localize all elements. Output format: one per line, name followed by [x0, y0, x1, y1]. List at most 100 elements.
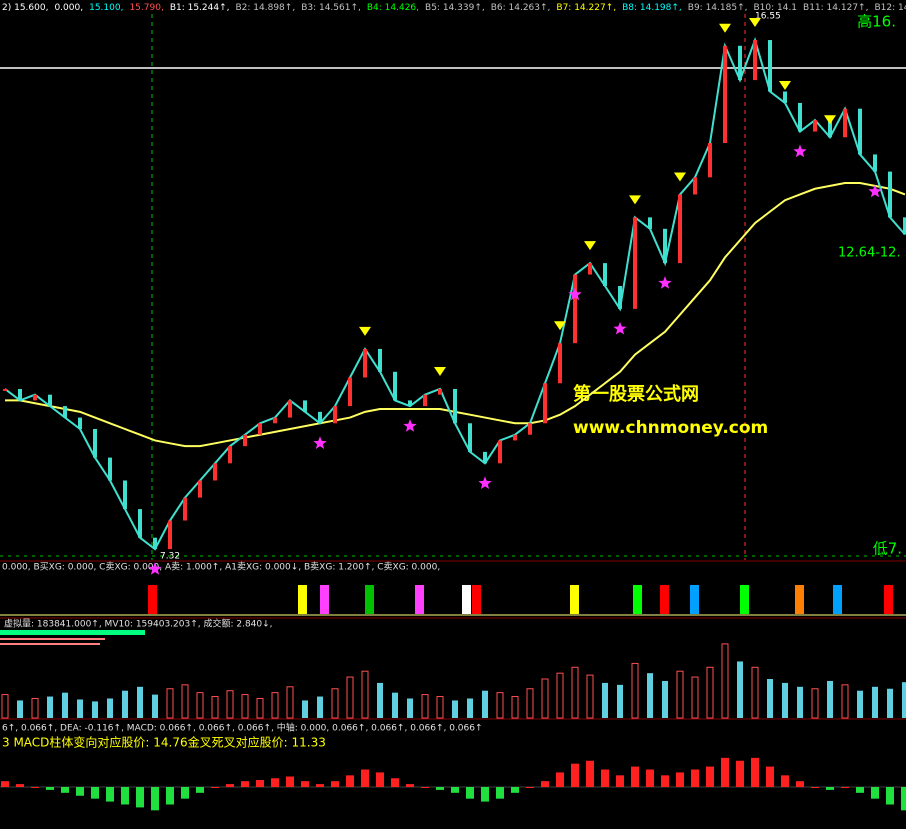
macd-bar	[601, 769, 609, 787]
volume-bar	[902, 682, 906, 718]
candle	[153, 537, 157, 550]
volume-bar	[317, 696, 323, 718]
macd-bar	[121, 787, 129, 805]
candle	[123, 480, 127, 510]
candle	[228, 446, 232, 464]
candle	[363, 348, 367, 378]
macd-bar	[436, 787, 444, 790]
buy-marker	[568, 287, 582, 301]
header-item: B5: 14.339↑,	[425, 3, 485, 13]
header: 2) 15.600, 0.000, 15.100, 15.790, B1: 15.244…	[2, 3, 906, 13]
candle	[708, 143, 712, 178]
header-item: B4: 14.426,	[367, 3, 419, 13]
macd-bar	[256, 780, 264, 787]
signal-bar	[365, 585, 374, 614]
candle	[168, 520, 172, 550]
macd-bar	[811, 787, 819, 788]
candle	[498, 440, 502, 464]
candle	[378, 348, 382, 372]
macd-bar	[841, 787, 849, 788]
volume-bar	[211, 696, 219, 719]
candle	[888, 171, 892, 218]
buy-marker	[793, 144, 807, 158]
macd-bar	[541, 781, 549, 787]
volume-bar	[691, 676, 699, 719]
buy-marker	[658, 276, 672, 289]
macd-bar	[706, 766, 714, 787]
header-item: B11: 14.127↑,	[803, 3, 868, 13]
indicator-bar	[0, 643, 100, 645]
volume-bar	[47, 696, 53, 718]
signal-bar	[633, 585, 642, 614]
macd-bar	[241, 781, 249, 787]
volume-bar	[617, 684, 623, 718]
header-item: B12: 14.082↑	[874, 3, 906, 13]
macd-bar	[766, 766, 774, 787]
volume-bar	[377, 682, 383, 718]
sell-marker	[824, 115, 836, 125]
macd-bar	[781, 775, 789, 787]
header-item: 2) 15.600,	[2, 3, 48, 13]
volume-bar	[857, 690, 863, 718]
candle	[798, 102, 802, 132]
sell-marker	[674, 172, 686, 182]
macd-bar	[721, 757, 729, 787]
volume-bar	[256, 698, 264, 719]
macd-bar	[676, 772, 684, 787]
candle	[663, 228, 667, 264]
candle	[468, 423, 472, 452]
candle	[693, 177, 697, 195]
volume-bar	[676, 670, 684, 719]
macd-bar	[406, 784, 414, 787]
volume-bar	[797, 686, 803, 718]
macd-bar	[421, 787, 429, 788]
header-item: B8: 14.198↑,	[622, 3, 682, 13]
candle	[618, 286, 622, 309]
signal-bar	[660, 585, 669, 614]
candle	[408, 400, 412, 407]
macd-bar	[1, 781, 9, 787]
volume-bar	[526, 688, 534, 719]
volume-bar	[721, 643, 729, 719]
volume-bar	[541, 678, 549, 719]
macd-bar	[736, 760, 744, 787]
volume-bar	[196, 692, 204, 719]
signal-bar	[320, 585, 329, 614]
candle	[843, 108, 847, 138]
buy-marker	[148, 562, 162, 575]
candle	[348, 377, 352, 407]
signal-header: 0.000, B买XG: 0.000, C卖XG: 0.000, A卖: 1.0…	[2, 562, 440, 573]
header-item: B6: 14.263↑,	[491, 3, 551, 13]
candle	[858, 108, 862, 155]
volume-bar	[511, 696, 519, 719]
candle	[903, 217, 906, 235]
volume-bar	[751, 666, 759, 719]
macd-bar	[31, 787, 39, 788]
low-label: 低7.	[873, 540, 902, 558]
candle	[573, 274, 577, 344]
peak-label: 16.55	[755, 12, 781, 22]
macd-bar	[166, 787, 174, 805]
buy-marker	[613, 321, 627, 335]
volume-bar	[271, 692, 279, 719]
volume-bar	[482, 690, 488, 718]
macd-bar	[46, 787, 54, 790]
header-item: B3: 14.561↑,	[301, 3, 361, 13]
macd-bar	[526, 787, 534, 788]
volume-bar	[737, 661, 743, 718]
price-line	[4, 36, 906, 551]
sell-marker	[434, 366, 446, 376]
macd-bar	[886, 787, 894, 805]
macd-bar	[631, 766, 639, 787]
header-item: B1: 15.244↑,	[170, 3, 230, 13]
macd-bar	[451, 787, 459, 793]
macd-bar	[301, 781, 309, 787]
volume-bar	[436, 696, 444, 719]
candle	[438, 388, 442, 395]
volume-bar	[361, 670, 369, 719]
sell-marker	[779, 80, 791, 90]
candle	[138, 509, 142, 538]
volume-bar	[467, 698, 473, 718]
macd-bar	[271, 778, 279, 787]
